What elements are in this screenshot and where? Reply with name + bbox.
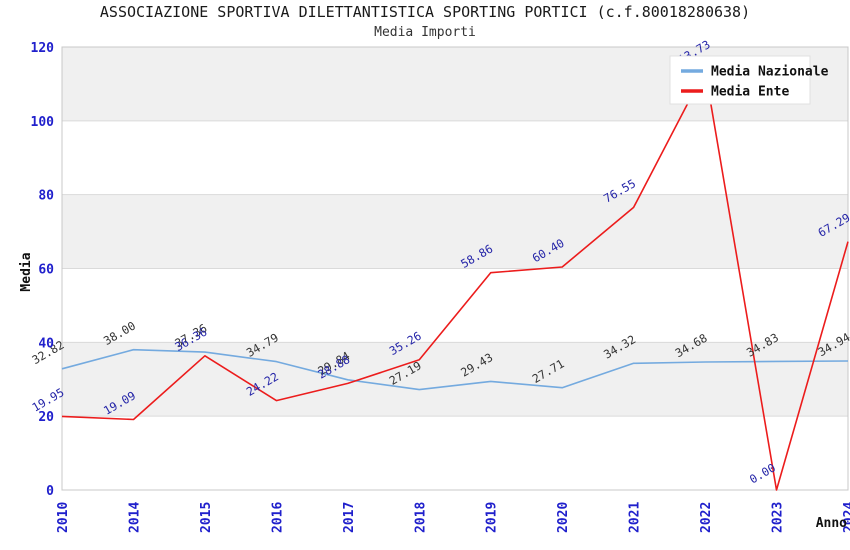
y-axis-title: Media: [19, 252, 34, 291]
x-tick-label: 2020: [556, 502, 571, 533]
plot-band: [62, 342, 848, 417]
series-line-media-nazionale: [61, 348, 849, 391]
chart-title: ASSOCIAZIONE SPORTIVA DILETTANTISTICA SP…: [99, 3, 751, 21]
y-tick-label: 60: [38, 263, 54, 278]
legend-box: [669, 55, 811, 105]
data-label-media-ente: 0.00: [747, 461, 778, 487]
x-tick-label: 2019: [485, 502, 500, 533]
x-tick-label: 2021: [628, 502, 643, 533]
series-line-media-ente: [61, 69, 849, 491]
legend-label-media-nazionale: Media Nazionale: [711, 65, 829, 80]
x-tick-label: 2018: [413, 502, 428, 533]
x-tick-label: 2016: [270, 502, 285, 533]
y-tick-label: 0: [46, 484, 54, 499]
y-tick-label: 40: [38, 336, 54, 351]
x-tick-label: 2010: [56, 502, 71, 533]
x-tick-label: 2024: [842, 502, 850, 533]
legend-label-media-ente: Media Ente: [711, 85, 789, 100]
chart-subtitle: Media Importi: [374, 25, 476, 40]
x-tick-label: 2015: [199, 502, 214, 533]
x-tick-label: 2014: [127, 502, 142, 533]
plot-band: [62, 194, 848, 269]
y-tick-label: 100: [31, 115, 55, 130]
plot-border: [61, 46, 849, 491]
y-tick-label: 120: [31, 41, 55, 56]
x-tick-label: 2023: [771, 502, 786, 533]
x-axis-title: Anno: [816, 516, 847, 531]
y-tick-label: 20: [38, 410, 54, 425]
x-tick-label: 2022: [699, 502, 714, 533]
y-tick-label: 80: [38, 189, 54, 204]
x-tick-label: 2017: [342, 502, 357, 533]
